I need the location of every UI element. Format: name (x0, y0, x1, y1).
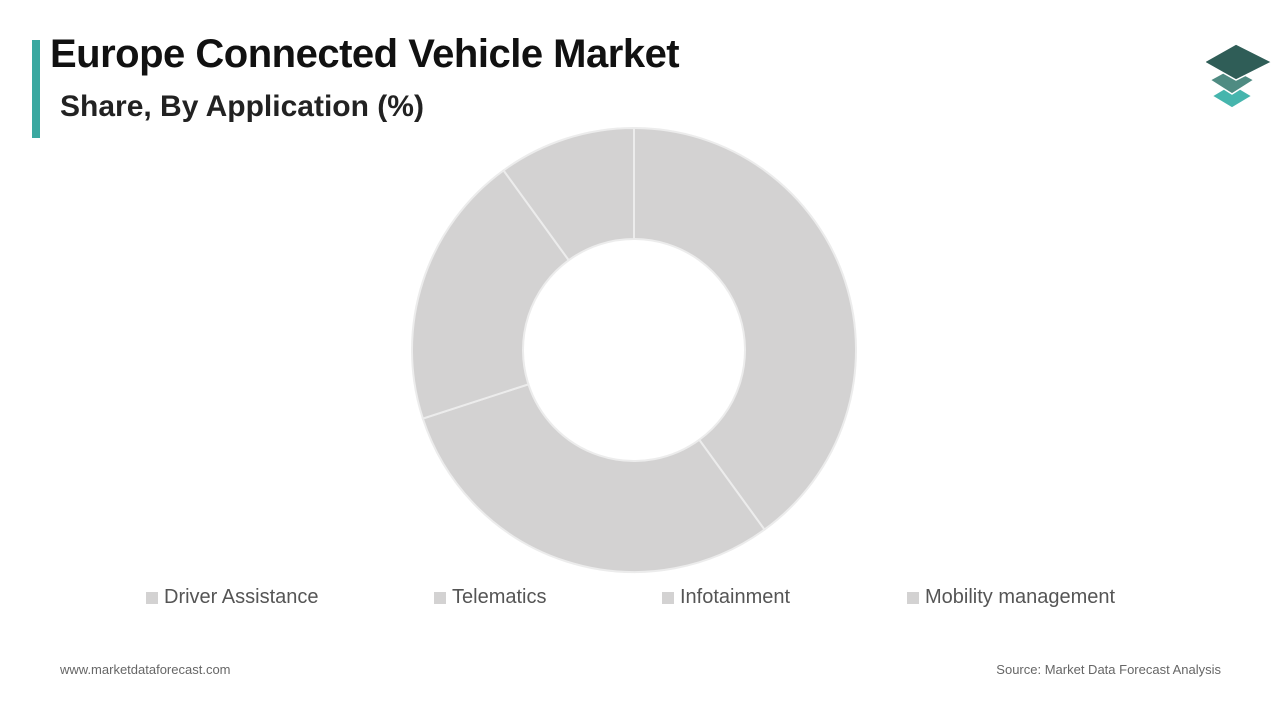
legend-label: Telematics (452, 586, 547, 608)
title-accent-bar (32, 40, 40, 138)
page-title: Europe Connected Vehicle Market (50, 32, 680, 76)
donut-slice-driver-assistance (633, 126, 857, 531)
legend-swatch (907, 591, 919, 604)
legend-item-driver-assistance: Driver Assistance (146, 586, 319, 609)
donut-slice-telematics (421, 383, 766, 573)
donut-slice-infotainment (411, 169, 571, 420)
legend-swatch (662, 591, 674, 604)
legend-label: Mobility management (925, 586, 1116, 608)
legend-item-infotainment: Infotainment (662, 586, 790, 609)
donut-slice-mobility-management (502, 126, 635, 262)
footer-source: Source: Market Data Forecast Analysis (996, 662, 1221, 677)
logo-layer-top (1206, 43, 1274, 81)
page-subtitle: Share, By Application (%) (60, 90, 424, 123)
footer-website: www.marketdataforecast.com (60, 662, 231, 677)
legend-swatch (434, 591, 446, 604)
legend-item-telematics: Telematics (434, 586, 546, 609)
logo-layer-bottom (1210, 83, 1254, 109)
legend-label: Driver Assistance (164, 586, 319, 608)
chart-legend: Driver Assistance Telematics Infotainmen… (0, 586, 1280, 612)
legend-item-mobility-management: Mobility management (907, 586, 1115, 609)
legend-label: Infotainment (680, 586, 791, 608)
stacked-layers-icon (1206, 43, 1274, 109)
legend-swatch (146, 591, 158, 604)
